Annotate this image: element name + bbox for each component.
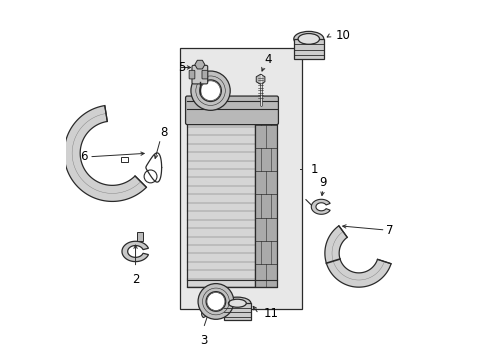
Circle shape [190, 71, 230, 111]
Text: 3: 3 [199, 334, 207, 347]
FancyBboxPatch shape [192, 65, 207, 84]
Bar [180, 48, 301, 309]
Polygon shape [64, 105, 146, 202]
Text: 6: 6 [80, 150, 87, 163]
FancyBboxPatch shape [189, 70, 194, 79]
Polygon shape [311, 199, 329, 214]
Ellipse shape [228, 299, 246, 307]
Circle shape [205, 292, 225, 311]
Bar [187, 102, 255, 287]
FancyBboxPatch shape [224, 303, 250, 320]
Text: 8: 8 [160, 126, 167, 139]
FancyBboxPatch shape [185, 96, 278, 125]
Bar [121, 157, 127, 162]
Text: 1: 1 [310, 163, 317, 176]
Ellipse shape [298, 33, 319, 44]
Polygon shape [137, 232, 142, 241]
FancyBboxPatch shape [202, 70, 207, 79]
Text: 9: 9 [319, 176, 326, 189]
Polygon shape [201, 308, 219, 318]
Text: 11: 11 [264, 307, 279, 320]
Text: 5: 5 [178, 61, 185, 74]
Polygon shape [324, 226, 390, 287]
FancyBboxPatch shape [293, 39, 323, 59]
Text: 10: 10 [335, 29, 350, 42]
Text: 4: 4 [264, 53, 271, 66]
Polygon shape [122, 241, 148, 262]
Ellipse shape [293, 31, 323, 46]
Ellipse shape [224, 297, 250, 309]
Circle shape [200, 80, 221, 102]
Text: 2: 2 [132, 273, 139, 286]
Bar [255, 102, 276, 287]
Circle shape [198, 284, 233, 319]
Text: 7: 7 [385, 224, 392, 237]
